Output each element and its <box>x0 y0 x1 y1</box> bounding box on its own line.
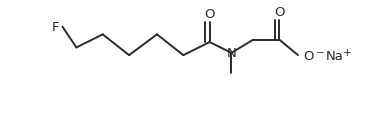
Text: N: N <box>227 47 236 60</box>
Text: −: − <box>315 47 324 57</box>
Text: O: O <box>204 8 215 21</box>
Text: +: + <box>343 47 351 57</box>
Text: O: O <box>303 49 314 62</box>
Text: O: O <box>274 5 285 18</box>
Text: F: F <box>51 21 59 34</box>
Text: Na: Na <box>326 49 344 62</box>
